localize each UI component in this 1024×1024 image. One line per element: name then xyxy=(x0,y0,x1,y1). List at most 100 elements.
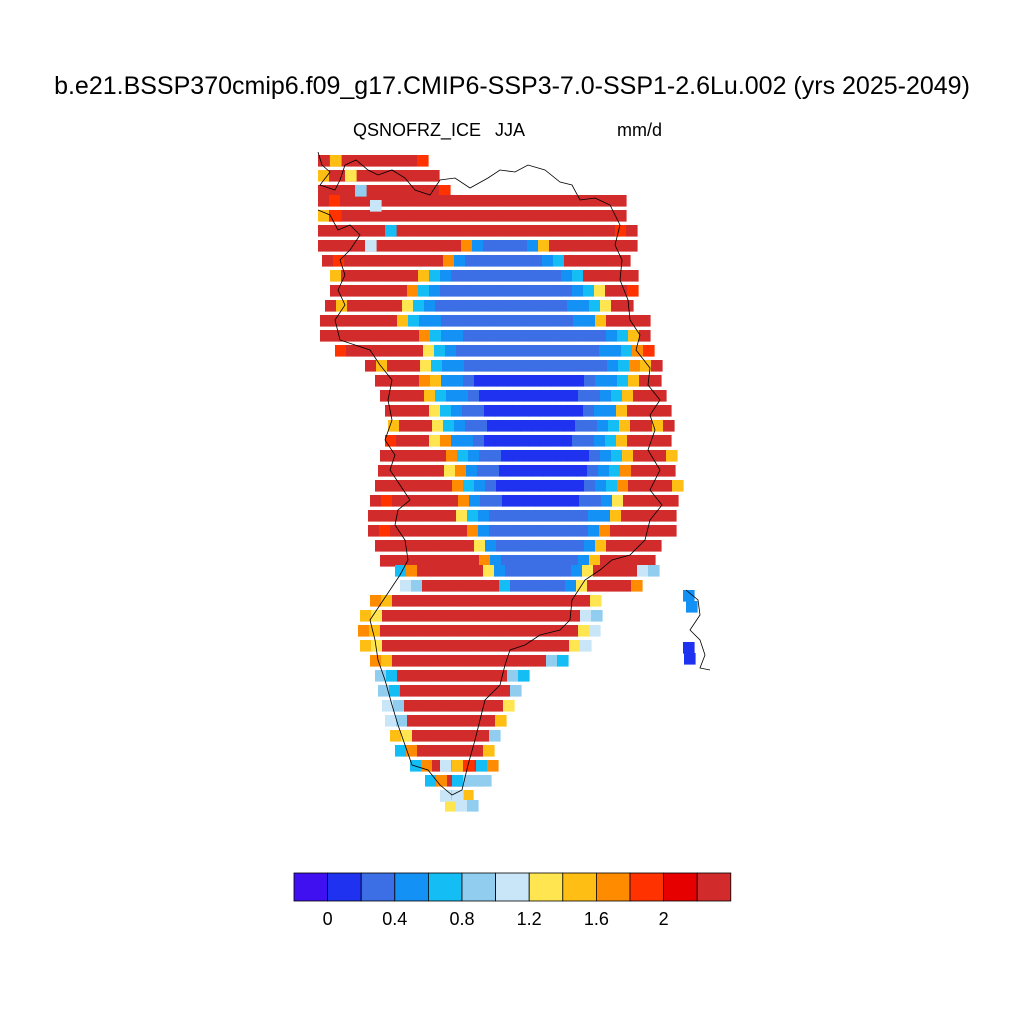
grid-cell xyxy=(445,525,457,537)
grid-cell xyxy=(622,390,634,402)
grid-cell xyxy=(672,480,684,492)
grid-cell xyxy=(485,670,497,682)
grid-cell xyxy=(378,465,390,477)
grid-cell xyxy=(571,195,583,207)
grid-cell xyxy=(430,670,442,682)
grid-cell xyxy=(527,565,539,577)
grid-cell xyxy=(489,345,501,357)
grid-cell xyxy=(406,155,418,167)
grid-cell xyxy=(484,270,496,282)
grid-cell xyxy=(639,540,651,552)
grid-cell xyxy=(373,155,385,167)
grid-cell xyxy=(582,225,594,237)
grid-cell xyxy=(463,540,475,552)
grid-cell xyxy=(634,495,646,507)
grid-cell xyxy=(490,300,502,312)
grid-cell xyxy=(401,525,413,537)
grid-cell xyxy=(549,225,561,237)
grid-cell xyxy=(644,555,656,567)
grid-cell xyxy=(534,555,546,567)
grid-cell xyxy=(358,300,370,312)
grid-cell xyxy=(523,450,535,462)
grid-cell xyxy=(363,285,375,297)
grid-cell xyxy=(485,480,497,492)
grid-cell xyxy=(370,655,382,667)
grid-cell xyxy=(430,375,442,387)
grid-cell xyxy=(459,700,471,712)
grid-cell xyxy=(503,700,515,712)
grid-cell xyxy=(412,510,424,522)
grid-cell xyxy=(455,685,467,697)
grid-cell xyxy=(448,640,460,652)
grid-cell xyxy=(529,540,541,552)
grid-cell xyxy=(345,170,357,182)
grid-cell xyxy=(514,640,526,652)
grid-cell xyxy=(408,315,420,327)
grid-cell xyxy=(424,300,436,312)
grid-cell xyxy=(626,225,638,237)
grid-cell xyxy=(384,240,396,252)
grid-cell xyxy=(478,730,490,742)
grid-cell xyxy=(369,300,381,312)
grid-cell xyxy=(380,300,392,312)
grid-cell xyxy=(418,285,430,297)
grid-cell xyxy=(558,610,570,622)
grid-cell xyxy=(340,155,352,167)
grid-cell xyxy=(423,730,435,742)
grid-cell xyxy=(456,730,468,742)
grid-cell xyxy=(620,580,632,592)
grid-cell xyxy=(484,435,496,447)
grid-cell xyxy=(573,375,585,387)
grid-cell xyxy=(540,540,552,552)
grid-cell xyxy=(388,255,400,267)
grid-cell xyxy=(556,555,568,567)
grid-cell xyxy=(627,435,639,447)
grid-cell xyxy=(535,595,547,607)
colorbar-box xyxy=(495,872,530,902)
grid-cell xyxy=(573,480,585,492)
grid-cell xyxy=(569,610,581,622)
grid-cell xyxy=(650,375,662,387)
grid-cell xyxy=(510,465,522,477)
grid-cell xyxy=(364,330,376,342)
grid-cell xyxy=(485,540,497,552)
grid-cell xyxy=(380,555,392,567)
grid-cell xyxy=(419,375,431,387)
grid-cell xyxy=(631,580,643,592)
grid-cell xyxy=(318,195,330,207)
grid-cell xyxy=(564,255,576,267)
grid-cell xyxy=(446,300,458,312)
grid-cell xyxy=(451,435,463,447)
grid-cell xyxy=(335,345,347,357)
grid-cell xyxy=(590,495,602,507)
grid-cell xyxy=(632,345,644,357)
grid-cell xyxy=(561,270,573,282)
grid-cell xyxy=(463,760,475,772)
grid-cell xyxy=(408,540,420,552)
grid-cell xyxy=(452,670,464,682)
grid-cell xyxy=(434,525,446,537)
grid-cell xyxy=(357,345,369,357)
grid-cell xyxy=(422,685,434,697)
grid-cell xyxy=(397,315,409,327)
grid-cell xyxy=(430,330,442,342)
grid-cell xyxy=(524,595,536,607)
grid-cell xyxy=(487,255,499,267)
grid-cell xyxy=(572,270,584,282)
grid-cell xyxy=(495,405,507,417)
grid-cell xyxy=(420,360,432,372)
grid-cell xyxy=(529,375,541,387)
grid-cell xyxy=(477,580,489,592)
grid-cell xyxy=(623,495,635,507)
grid-cell xyxy=(455,465,467,477)
grid-cell xyxy=(480,595,492,607)
grid-cell xyxy=(445,800,457,812)
colorbar-tick-label: 0.8 xyxy=(449,909,474,929)
grid-cell xyxy=(506,435,518,447)
grid-cell xyxy=(550,435,562,447)
grid-cell xyxy=(469,595,481,607)
grid-cell xyxy=(431,360,443,372)
grid-cell xyxy=(436,495,448,507)
grid-cell xyxy=(446,625,458,637)
grid-cell xyxy=(501,300,513,312)
